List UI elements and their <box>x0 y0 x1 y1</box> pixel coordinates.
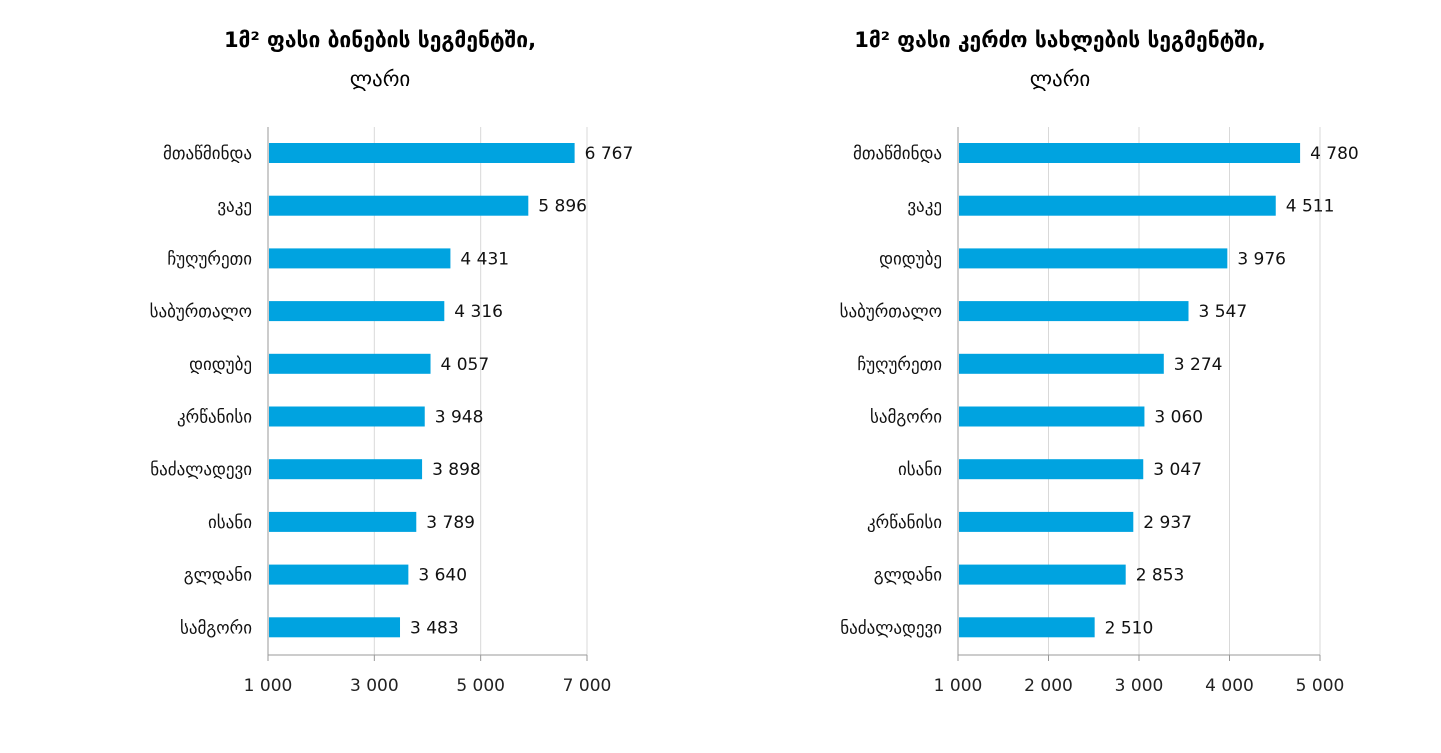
bar <box>959 248 1228 269</box>
bar <box>269 143 575 163</box>
bar <box>269 406 425 427</box>
category-label: სამგორი <box>180 618 252 638</box>
data-label: 2 510 <box>1105 618 1154 638</box>
data-label: 4 431 <box>460 249 509 269</box>
category-label: ნაძალადევი <box>840 618 942 638</box>
x-tick-label: 3 000 <box>1115 676 1164 696</box>
category-label: ნაძალადევი <box>150 460 252 480</box>
bar <box>269 617 401 638</box>
chart-subtitle: ლარი <box>350 67 411 91</box>
data-label: 3 547 <box>1199 302 1248 322</box>
chart-1: 1მ² ფასი ბინების სეგმენტში, ლარი 1 000 3 00… <box>150 28 634 696</box>
data-label: 2 937 <box>1143 513 1192 533</box>
bar <box>269 511 417 532</box>
category-label: კრწანისი <box>177 408 252 428</box>
category-label: სამგორი <box>870 408 942 428</box>
bar <box>269 248 451 269</box>
category-label: ჩუღურეთი <box>167 249 252 269</box>
data-label: 5 896 <box>538 197 587 217</box>
chart-title: 1მ² ფასი ბინების სეგმენტში, <box>224 28 536 52</box>
category-label: ჩუღურეთი <box>857 355 942 375</box>
bar <box>959 511 1134 532</box>
data-label: 4 780 <box>1310 144 1359 164</box>
x-tick-label: 1 000 <box>934 676 983 696</box>
category-label: დიდუბე <box>189 355 252 375</box>
data-label: 6 767 <box>585 144 634 164</box>
x-tick-label: 3 000 <box>350 676 399 696</box>
category-label: ვაკე <box>907 197 942 217</box>
data-label: 4 511 <box>1286 197 1335 217</box>
category-label: მთაწმინდა <box>163 144 252 164</box>
data-label: 3 274 <box>1174 355 1223 375</box>
chart-title: 1მ² ფასი კერძო სახლების სეგმენტში, <box>854 28 1266 52</box>
x-tick-label: 2 000 <box>1024 676 1073 696</box>
data-label: 3 047 <box>1153 460 1202 480</box>
x-tick-label: 5 000 <box>1296 676 1345 696</box>
chart-subtitle: ლარი <box>1030 67 1091 91</box>
category-label: ვაკე <box>217 197 252 217</box>
bar <box>959 353 1164 374</box>
category-label: საბურთალო <box>840 302 942 322</box>
data-label: 3 948 <box>435 408 484 428</box>
data-label: 2 853 <box>1136 566 1185 586</box>
data-label: 3 898 <box>432 460 481 480</box>
category-label: მთაწმინდა <box>853 144 942 164</box>
x-tick-label: 1 000 <box>244 676 293 696</box>
bar <box>959 301 1189 322</box>
category-label: კრწანისი <box>867 513 942 533</box>
data-label: 3 789 <box>426 513 475 533</box>
data-label: 3 060 <box>1154 408 1203 428</box>
bar <box>269 353 431 374</box>
category-label: საბურთალო <box>150 302 252 322</box>
x-tick-label: 5 000 <box>456 676 505 696</box>
x-tick-label: 4 000 <box>1205 676 1254 696</box>
bar <box>959 195 1276 216</box>
bar <box>959 564 1126 585</box>
bar <box>959 459 1144 480</box>
bar <box>959 617 1095 638</box>
bar <box>959 406 1145 427</box>
bar <box>959 143 1301 163</box>
bar <box>269 459 423 480</box>
category-label: გლდანი <box>874 566 942 586</box>
data-label: 4 057 <box>441 355 490 375</box>
data-label: 3 483 <box>410 618 459 638</box>
category-label: ისანი <box>208 513 252 533</box>
bar <box>269 564 409 585</box>
category-label: ისანი <box>898 460 942 480</box>
data-label: 3 640 <box>418 566 467 586</box>
bar <box>269 301 445 322</box>
x-tick-label: 7 000 <box>563 676 612 696</box>
bar <box>269 195 529 216</box>
category-label: გლდანი <box>184 566 252 586</box>
category-label: დიდუბე <box>879 249 942 269</box>
data-label: 4 316 <box>454 302 503 322</box>
data-label: 3 976 <box>1237 249 1286 269</box>
chart-2: 1მ² ფასი კერძო სახლების სეგმენტში, ლარი 1 … <box>840 28 1359 696</box>
